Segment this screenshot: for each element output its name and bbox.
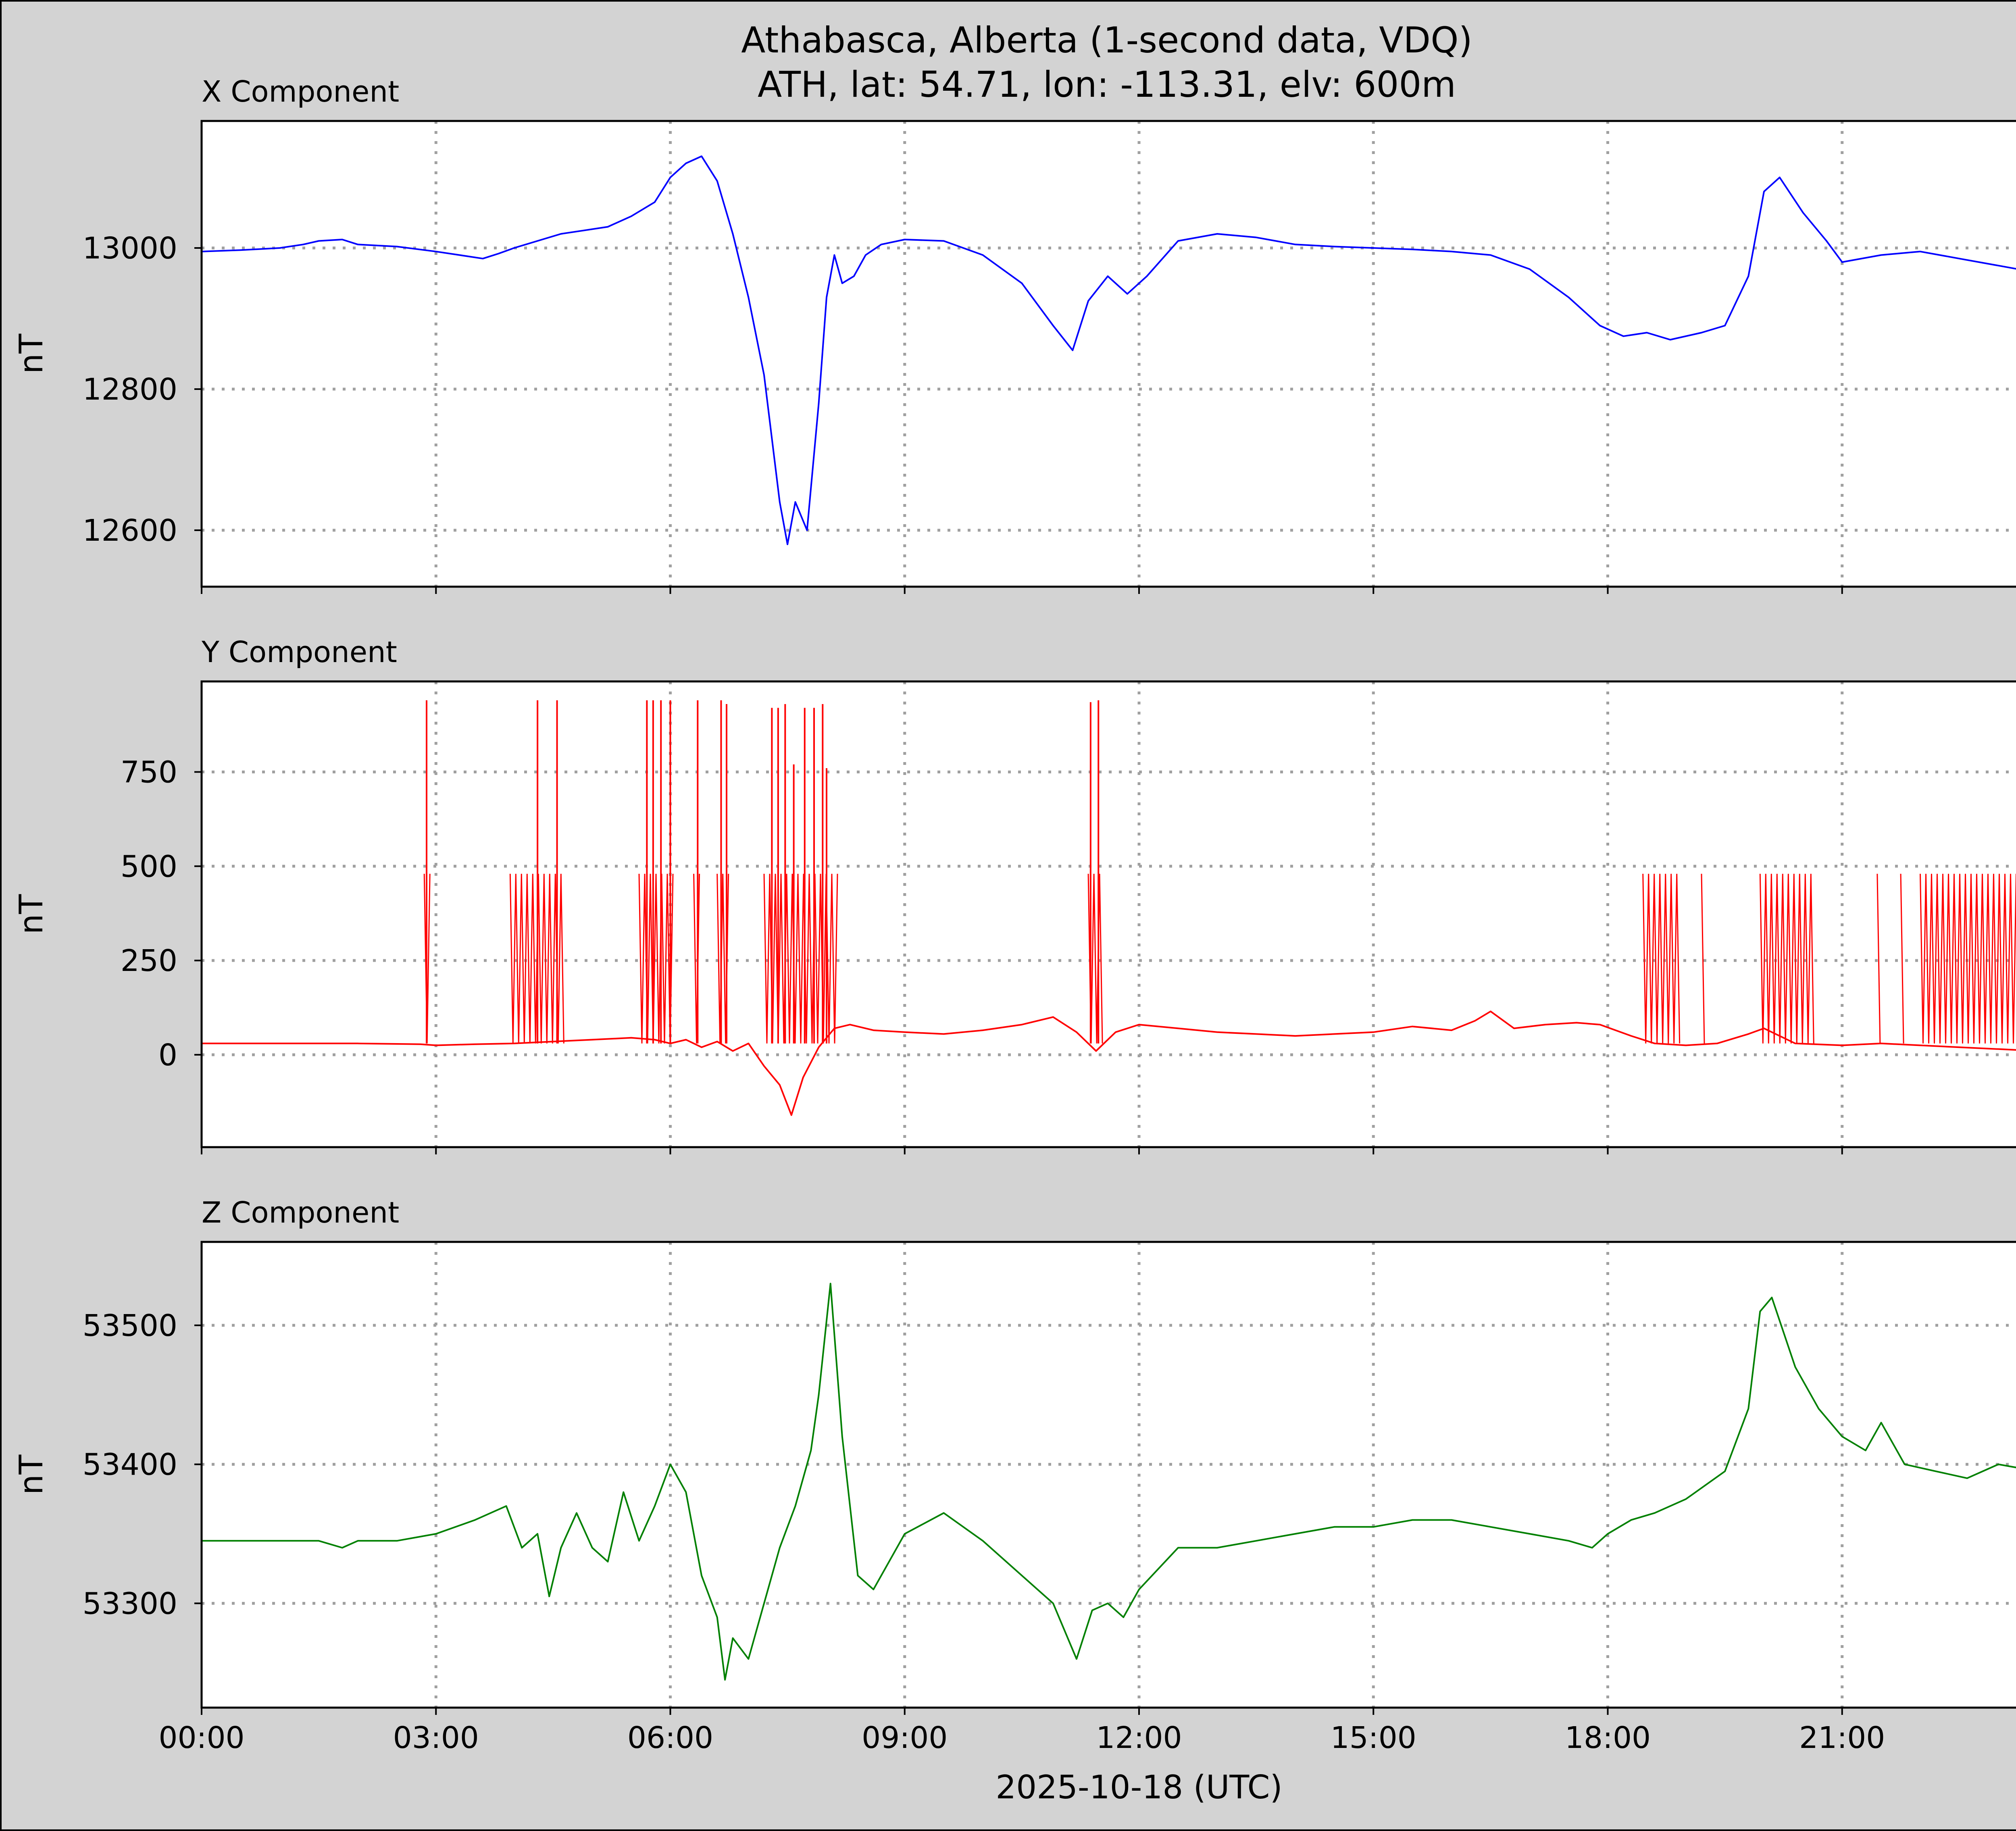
x-component-frame xyxy=(200,120,2016,588)
y-component-series-line xyxy=(202,1010,2016,1116)
x-tick-label: 09:00 xyxy=(862,1721,948,1755)
chart-panels: 12600 12800 13000 X Component nT 0 250 500 750 Y … xyxy=(12,75,2016,1755)
y-component-y-tick-label: 500 xyxy=(121,849,177,884)
x-component-plot-area xyxy=(202,121,2016,587)
y-component-burst xyxy=(1920,873,2016,1044)
z-component-title: Z Component xyxy=(202,1196,399,1229)
x-component-series-line xyxy=(202,155,2016,545)
z-component-panel: 00:00 03:00 06:00 09:00 12:00 15:00 18:00 21:00… xyxy=(12,1196,2016,1755)
x-tick-label: 12:00 xyxy=(1096,1721,1182,1755)
y-component-burst xyxy=(763,873,838,1044)
y-component-y-axis-label: nT xyxy=(12,894,50,935)
y-component-burst xyxy=(1900,873,1904,1044)
z-component-frame xyxy=(200,1241,2016,1709)
x-component-y-tick-label: 12600 xyxy=(83,513,177,548)
x-tick-label: 18:00 xyxy=(1565,1721,1651,1755)
y-component-burst xyxy=(638,873,674,1044)
x-component-y-axis-label: nT xyxy=(12,333,50,374)
figure-title-line-2: ATH, lat: 54.71, lon: -113.31, elv: 600m xyxy=(758,64,1456,105)
y-component-y-tick-label: 750 xyxy=(121,755,177,789)
y-component-title: Y Component xyxy=(201,635,397,669)
x-tick-label: 06:00 xyxy=(627,1721,713,1755)
x-tick-label: 00:00 xyxy=(158,1721,244,1755)
z-component-y-axis-label: nT xyxy=(12,1454,50,1495)
y-component-burst xyxy=(1642,873,1681,1044)
y-component-panel: 0 250 500 750 Y Component nT xyxy=(12,635,2016,1154)
z-component-y-tick-label: 53400 xyxy=(83,1448,177,1482)
x-component-y-tick-label: 13000 xyxy=(83,231,177,266)
y-component-y-tick-label: 0 xyxy=(158,1038,177,1073)
y-component-burst xyxy=(1876,873,1881,1044)
z-component-y-tick-label: 53300 xyxy=(83,1586,177,1621)
y-component-y-tick-label: 250 xyxy=(121,944,177,978)
y-component-frame xyxy=(200,680,2016,1148)
z-component-y-tick-label: 53500 xyxy=(83,1308,177,1343)
y-component-plot-area xyxy=(202,681,2016,1147)
x-component-panel: 12600 12800 13000 X Component nT xyxy=(12,75,2016,594)
y-component-burst xyxy=(1701,873,1705,1044)
x-component-title: X Component xyxy=(202,75,399,108)
y-component-burst xyxy=(1759,873,1814,1044)
x-component-y-tick-label: 12800 xyxy=(83,372,177,407)
z-component-series-line xyxy=(202,1283,2016,1681)
x-axis-label: 2025-10-18 (UTC) xyxy=(996,1769,1282,1806)
z-component-plot-area xyxy=(202,1242,2016,1708)
x-tick-label: 03:00 xyxy=(393,1721,479,1755)
x-tick-label: 21:00 xyxy=(1799,1721,1885,1755)
x-tick-label: 15:00 xyxy=(1331,1721,1416,1755)
figure-title-line-1: Athabasca, Alberta (1-second data, VDQ) xyxy=(741,19,1472,61)
